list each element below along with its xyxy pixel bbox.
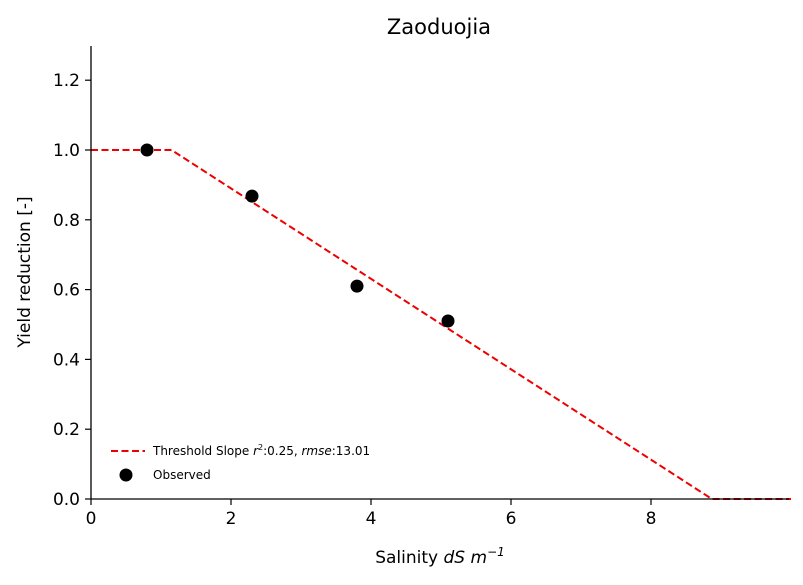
chart-title: Zaoduojia xyxy=(387,15,491,39)
observed-point xyxy=(140,143,154,157)
y-tick-label: 0.2 xyxy=(53,420,80,440)
x-axis-label-units: dS m xyxy=(444,548,488,568)
x-tick-label: 8 xyxy=(646,509,657,529)
legend-line-label: Threshold Slope r2:0.25, rmse:13.01 xyxy=(152,443,370,458)
y-tick-label: 0.6 xyxy=(53,281,80,301)
y-ticks: 0.0 0.2 0.4 0.6 0.8 1.0 1.2 xyxy=(53,71,91,510)
legend-scatter-swatch xyxy=(119,468,133,482)
x-tick-label: 6 xyxy=(506,509,517,529)
legend-scatter-label: Observed xyxy=(153,468,211,482)
observed-point xyxy=(350,279,364,293)
x-tick-label: 0 xyxy=(86,509,97,529)
x-ticks: 0 2 4 6 8 xyxy=(86,499,657,529)
y-tick-label: 1.0 xyxy=(53,141,80,161)
x-axis-label: Salinity dS m−1 xyxy=(375,545,505,568)
observed-point xyxy=(245,189,259,203)
x-axis-label-exponent: −1 xyxy=(487,545,505,559)
x-tick-label: 4 xyxy=(366,509,377,529)
x-axis-label-text: Salinity xyxy=(375,548,438,568)
legend: Threshold Slope r2:0.25, rmse:13.01 Obse… xyxy=(111,443,370,482)
x-tick-label: 2 xyxy=(226,509,237,529)
y-tick-label: 0.8 xyxy=(53,211,80,231)
y-tick-label: 0.0 xyxy=(53,490,80,510)
observed-point xyxy=(441,314,455,328)
plot-area xyxy=(91,143,791,500)
y-tick-label: 1.2 xyxy=(53,71,80,91)
threshold-slope-line xyxy=(91,149,791,500)
y-axis-label: Yield reduction [-] xyxy=(15,196,35,348)
y-tick-label: 0.4 xyxy=(53,350,80,370)
